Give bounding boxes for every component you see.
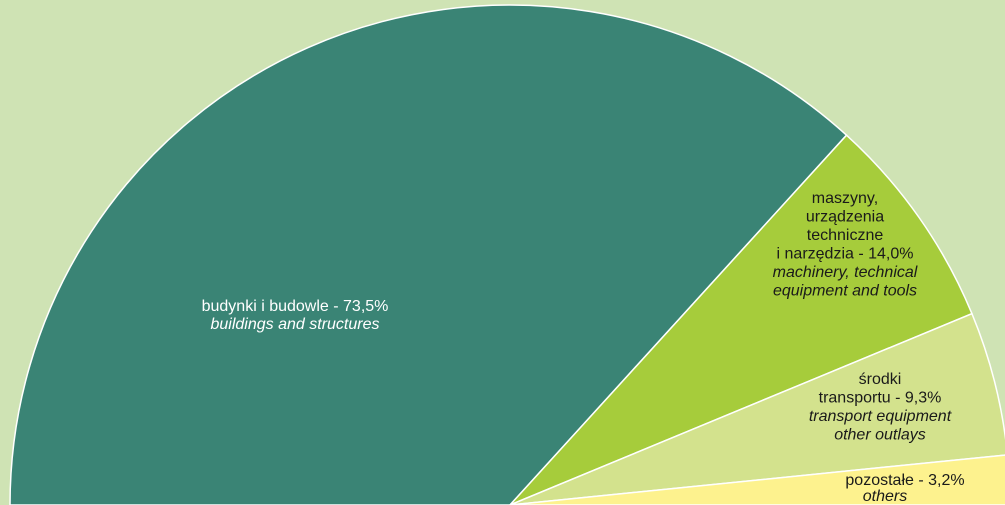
slice-label-en: other outlays bbox=[834, 427, 926, 444]
slice bbox=[509, 454, 1005, 505]
slice-label: budynki i budowle - 73,5% bbox=[202, 298, 389, 315]
slice-label-en: buildings and structures bbox=[211, 316, 380, 333]
slice-label: transportu - 9,3% bbox=[819, 390, 942, 407]
slice-label-en: equipment and tools bbox=[773, 283, 917, 300]
slice-label: środki bbox=[859, 371, 902, 388]
slice-label: maszyny, bbox=[812, 190, 878, 207]
slice bbox=[509, 312, 1005, 505]
slice-label: urządzenia bbox=[806, 209, 884, 226]
slice-label-en: machinery, technical bbox=[773, 264, 918, 281]
slice bbox=[509, 134, 973, 505]
slice-label: techniczne bbox=[807, 227, 884, 244]
slice-label: pozostałe - 3,2% bbox=[845, 472, 964, 489]
slice-label-en: transport equipment bbox=[809, 408, 952, 425]
slice bbox=[9, 4, 848, 505]
slice-label-en: others bbox=[863, 488, 907, 505]
slice-label: i narzędzia - 14,0% bbox=[777, 246, 914, 263]
